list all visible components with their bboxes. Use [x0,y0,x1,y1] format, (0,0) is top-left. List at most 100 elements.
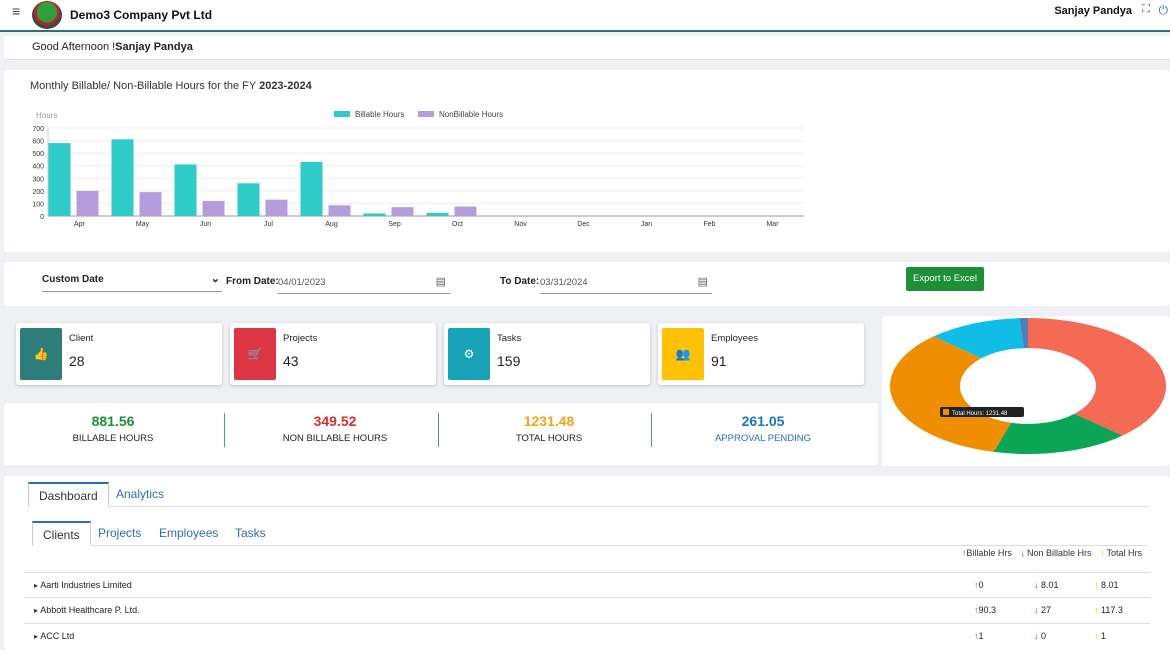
bar-nonbillable [328,205,351,216]
date-range-value: Custom Date [42,274,104,285]
export-to-excel-button[interactable]: Export to Excel [906,267,984,291]
bar-nonbillable [454,206,477,216]
date-range-select[interactable]: Custom Date ⌄ [42,272,222,292]
user-name[interactable]: Sanjay Pandya [1054,5,1132,17]
bar-billable [237,183,260,216]
stat-label: Projects [283,333,318,344]
arrow-up-icon: ↑ [974,580,979,590]
tab-employees[interactable]: Employees [159,526,219,540]
approval-pending-summary[interactable]: 261.05 APPROVAL PENDING [654,413,872,444]
x-tick-label: May [136,221,150,228]
donut-slice[interactable] [890,336,1012,452]
stat-tiles: 👍 Client 28 🛒 Projects 43 ⚙ Tasks 159 👥 … [4,316,878,396]
table-header: ↑Billable Hrs ↓ Non Billable Hrs ↑ Total H… [956,548,1142,558]
x-tick-label: Feb [703,221,715,228]
stat-label: Client [69,333,94,344]
stat-tile-employees[interactable]: 👥 Employees 91 [658,323,864,385]
to-date-input[interactable]: 03/31/2024 ▤ [540,274,712,294]
table-row[interactable]: ACC Ltd ↑1 ↓ 0 ↑ 1 [24,623,1150,648]
summary-label: TOTAL HOURS [515,433,583,444]
stat-value: 91 [711,353,727,369]
bar-nonbillable [202,200,225,216]
client-name[interactable]: ACC Ltd [34,631,74,641]
x-tick-label: Sep [388,221,401,228]
thumbs-up-icon: 👍 [20,328,62,380]
calendar-icon[interactable]: ▤ [435,276,446,288]
arrow-up-icon: ↑ [961,548,967,558]
y-tick-label: 300 [32,176,44,183]
gear-icon: ⚙ [448,328,490,380]
details-card: Dashboard Analytics Clients Projects Emp… [4,476,1170,650]
tooltip-box [940,407,1024,417]
top-bar: ≡ Demo3 Company Pvt Ltd Sanjay Pandya ⛶ … [0,0,1170,32]
tab-clients[interactable]: Clients [32,521,91,546]
x-tick-label: Aug [325,221,338,228]
arrow-up-icon: ↑ [1094,631,1099,641]
y-tick-label: 600 [32,139,44,146]
tab-tasks[interactable]: Tasks [235,526,266,540]
divider [438,413,439,447]
legend-swatch [334,111,350,117]
from-date-input[interactable]: 04/01/2023 ▤ [278,274,450,294]
summary-value: 1231.48 [523,413,575,429]
fullscreen-icon[interactable]: ⛶ [1142,3,1150,15]
table-row[interactable]: Aarti Industries Limited ↑0 ↓ 8.01 ↑ 8.0… [24,572,1150,597]
bar-billable [48,143,71,216]
menu-icon[interactable]: ≡ [12,3,21,19]
cart-icon: 🛒 [234,328,276,380]
legend-swatch [418,111,434,117]
logout-icon[interactable]: ⏻ [1158,3,1169,17]
arrow-down-icon: ↓ [1020,548,1025,558]
company-name: Demo3 Company Pvt Ltd [70,8,213,22]
greeting-prefix: Good Afternoon ! [32,41,116,53]
legend-label: Billable Hours [355,110,404,119]
stat-tile-client[interactable]: 👍 Client 28 [16,323,222,385]
x-tick-label: Apr [74,221,86,228]
stat-value: 159 [497,353,521,369]
y-tick-label: 400 [32,164,44,171]
bar-nonbillable [391,207,414,216]
summary-label: NON BILLABLE HOURS [282,433,388,444]
x-tick-label: Jun [200,221,211,228]
stat-label: Tasks [497,333,522,344]
billable-value: 1 [978,631,984,641]
x-tick-label: Jan [641,221,652,228]
chart-fy: 2023-2024 [259,80,312,92]
x-tick-label: Oct [452,221,463,228]
tab-projects[interactable]: Projects [98,526,142,540]
divider [224,413,225,447]
client-name[interactable]: Abbott Healthcare P. Ltd. [34,605,139,615]
donut-slice[interactable] [933,318,1024,359]
tab-dashboard[interactable]: Dashboard [28,482,109,507]
non-billable-value: 27 [1041,605,1052,615]
billable-value: 90.3 [978,605,997,615]
stat-tile-projects[interactable]: 🛒 Projects 43 [230,323,436,385]
calendar-icon[interactable]: ▤ [697,276,708,288]
bar-billable [426,212,449,216]
to-date-label: To Date: [500,276,540,287]
table-row[interactable]: Abbott Healthcare P. Ltd. ↑90.3 ↓ 27 ↑ 1… [24,597,1150,622]
total-value: 117.3 [1101,605,1123,615]
donut-slice[interactable] [1028,318,1166,436]
arrow-up-icon: ↑ [1094,605,1099,615]
divider [651,413,652,447]
users-icon: 👥 [662,328,704,380]
to-date-value: 03/31/2024 [540,277,588,288]
bar-nonbillable [139,192,162,216]
arrow-up-icon: ↑ [974,631,979,641]
bar-nonbillable [76,190,99,216]
from-date-label: From Date: [226,276,279,287]
client-name[interactable]: Aarti Industries Limited [34,580,132,590]
donut-slice[interactable] [1019,318,1028,349]
tooltip-text: Total Hours: 1231.48 [952,411,1008,417]
donut-slice[interactable] [993,413,1123,454]
header-total: Total Hrs [1106,548,1142,558]
stat-tile-tasks[interactable]: ⚙ Tasks 159 [444,323,650,385]
arrow-up-icon: ↑ [1099,548,1105,558]
y-axis-label: Hours [36,111,57,120]
tab-analytics[interactable]: Analytics [116,487,165,501]
arrow-down-icon: ↓ [1034,631,1039,641]
y-tick-label: 0 [40,214,44,221]
hours-chart-card: Monthly Billable/ Non-Billable Hours for… [4,70,1170,252]
tooltip-swatch [943,409,949,415]
